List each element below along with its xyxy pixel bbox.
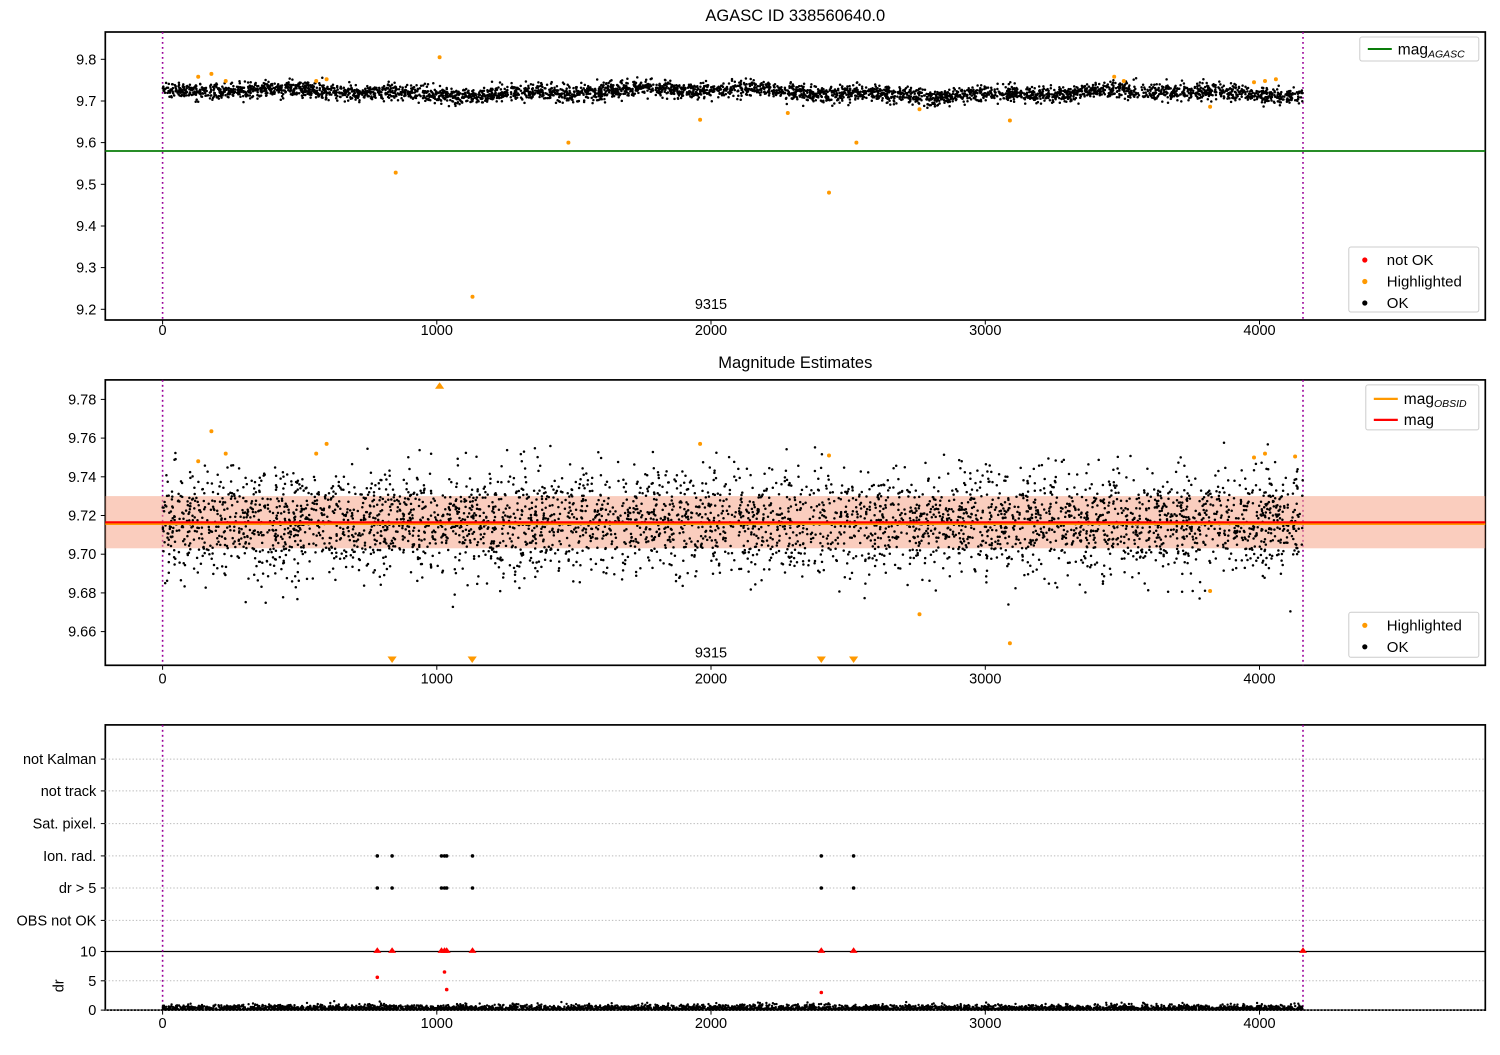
svg-text:Sat. pixel.: Sat. pixel. [33,817,97,833]
svg-text:9315: 9315 [695,297,727,313]
svg-text:3000: 3000 [969,323,1001,339]
svg-text:0: 0 [159,323,167,339]
svg-text:not Kalman: not Kalman [23,752,96,768]
svg-text:0: 0 [159,1016,167,1032]
svg-text:9.78: 9.78 [68,392,96,408]
svg-text:9.8: 9.8 [76,52,96,68]
svg-text:9.4: 9.4 [76,219,96,235]
svg-text:OK: OK [1387,295,1409,312]
svg-text:2000: 2000 [695,671,727,687]
svg-text:9.74: 9.74 [68,470,96,486]
svg-text:not OK: not OK [1387,252,1434,269]
svg-text:Highlighted: Highlighted [1387,274,1462,291]
svg-text:9.70: 9.70 [68,547,96,563]
svg-text:OBS not OK: OBS not OK [17,913,97,929]
svg-text:9.3: 9.3 [76,261,96,277]
svg-text:3000: 3000 [969,1016,1001,1032]
svg-text:2000: 2000 [695,1016,727,1032]
svg-text:Highlighted: Highlighted [1387,617,1462,634]
svg-text:9.5: 9.5 [76,177,96,193]
svg-text:AGASC ID 338560640.0: AGASC ID 338560640.0 [705,7,885,25]
svg-text:5: 5 [88,974,96,990]
svg-text:9.2: 9.2 [76,302,96,318]
svg-text:Ion. rad.: Ion. rad. [43,849,96,865]
svg-text:4000: 4000 [1243,1016,1275,1032]
svg-text:3000: 3000 [969,671,1001,687]
svg-text:9.66: 9.66 [68,625,96,641]
svg-text:mag: mag [1404,412,1434,429]
svg-text:0: 0 [159,671,167,687]
svg-text:0: 0 [88,1003,96,1019]
svg-text:9.6: 9.6 [76,136,96,152]
svg-text:9315: 9315 [695,645,727,661]
svg-text:4000: 4000 [1243,671,1275,687]
svg-text:OK: OK [1387,639,1409,656]
svg-text:4000: 4000 [1243,323,1275,339]
svg-text:10: 10 [80,945,96,961]
svg-text:dr > 5: dr > 5 [59,881,96,897]
svg-text:9.76: 9.76 [68,431,96,447]
svg-text:9.68: 9.68 [68,586,96,602]
svg-text:1000: 1000 [421,1016,453,1032]
svg-text:dr: dr [51,979,67,992]
svg-text:9.7: 9.7 [76,94,96,110]
svg-text:1000: 1000 [421,323,453,339]
svg-text:9.72: 9.72 [68,509,96,525]
svg-text:not track: not track [41,784,97,800]
svg-text:2000: 2000 [695,323,727,339]
svg-text:Magnitude Estimates: Magnitude Estimates [718,354,872,372]
svg-text:1000: 1000 [421,671,453,687]
